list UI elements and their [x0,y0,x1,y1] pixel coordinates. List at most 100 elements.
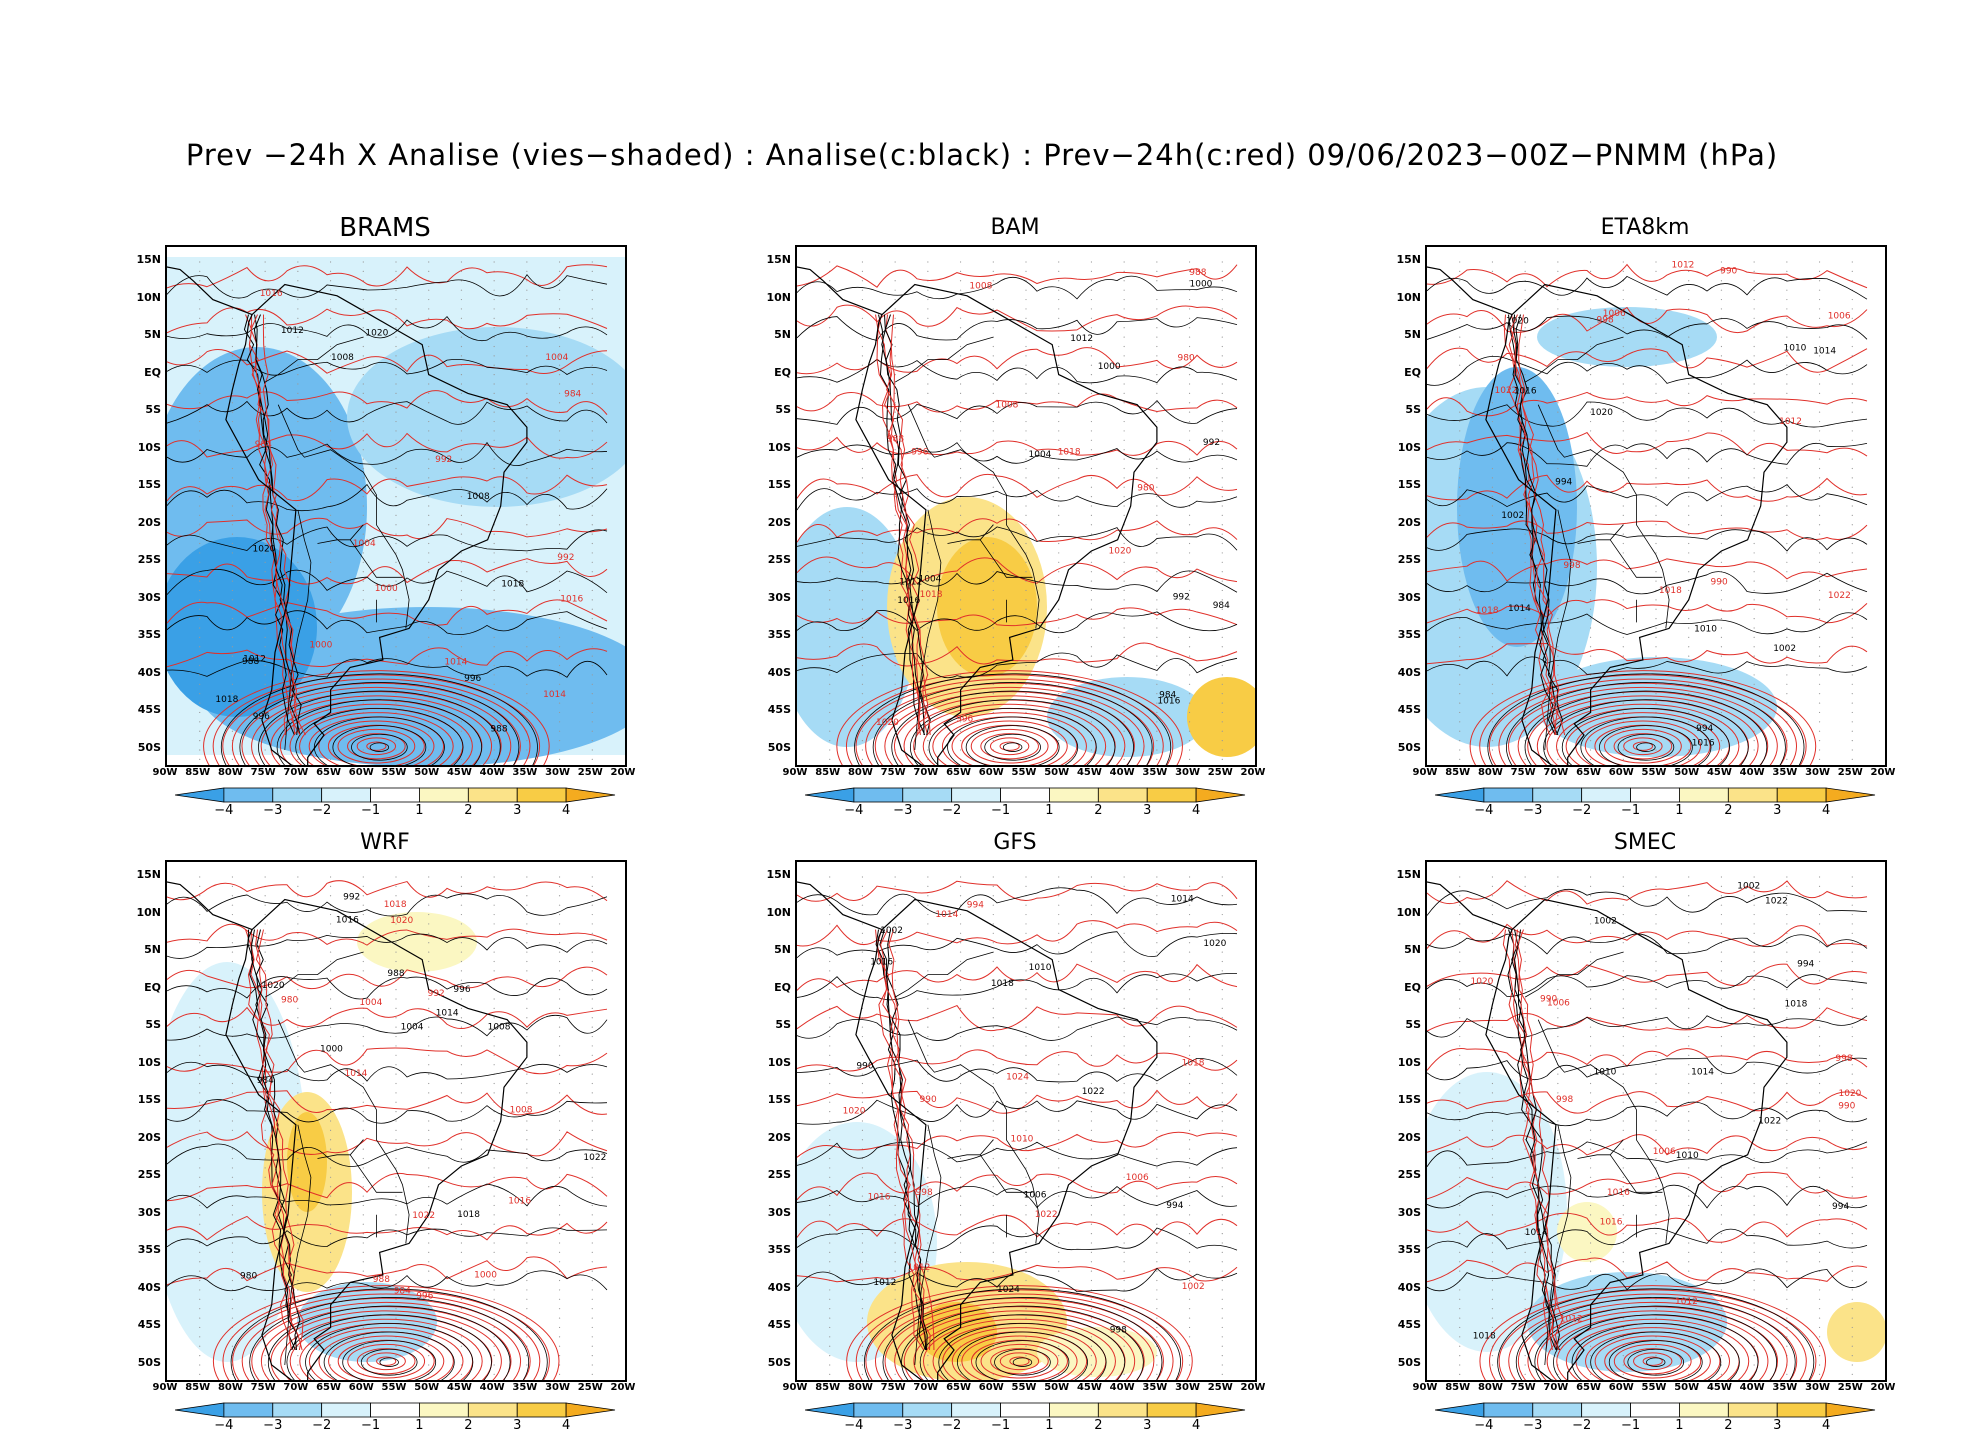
lon-tick-label: 25W [1837,1382,1863,1393]
lat-tick-label: 5N [1404,943,1421,957]
contour-label: 988 [387,969,404,979]
contour-label: 998 [1597,315,1614,325]
lat-tick-label: 40S [137,665,161,679]
lat-tick-label: 35S [1397,628,1421,642]
lon-tick-label: 80W [847,767,873,778]
contour-label: 1018 [1476,606,1499,616]
grid-dots [829,261,1223,760]
lat-tick-label: 30S [767,1205,791,1219]
colorbar-segment [1195,787,1246,803]
colorbar-label: 3 [513,1418,522,1433]
contour-label: 1010 [1694,625,1717,635]
map-frame: 1016 1018 1012 1020 1004 1008 1000 996 992 988 984… [795,245,1257,767]
contour-label: 998 [1110,1326,1127,1336]
lon-tick-label: 90W [1412,1382,1438,1393]
lon-tick-label: 25W [577,1382,603,1393]
colorbar-label: 1 [1045,1418,1054,1433]
contour-label: 1014 [935,910,958,920]
lat-tick-label: 10N [1396,290,1421,304]
colorbar-segment [1825,1402,1876,1418]
contour-label: 984 [255,440,272,450]
lat-tick-label: 10N [136,290,161,304]
grid-dots [1459,876,1853,1375]
panel-title: ETA8km [1600,215,1690,240]
lat-tick-label: EQ [1404,365,1421,379]
lon-tick-label: 40W [1109,767,1135,778]
lon-tick-label: 80W [1477,767,1503,778]
contour-label: 1008 [331,353,354,363]
colorbar-segment [516,787,567,803]
lon-tick-label: 55W [1011,767,1037,778]
map-frame: 1016 1018 1012 1014 1020 1022 1024 1010 1006 1002… [795,860,1257,1382]
colorbar-segment [1776,787,1827,803]
colorbar-segment [174,787,225,803]
contour-label: 1020 [1839,1089,1862,1099]
contour-label: 1018 [501,579,524,589]
colorbar-label: 3 [513,803,522,818]
lon-tick-label: 35W [512,767,538,778]
lon-tick-label: 70W [283,1382,309,1393]
lon-tick-label: 20W [1870,1382,1896,1393]
colorbar-segment [1679,787,1729,803]
lat-tick-label: 45S [1397,703,1421,717]
colorbar-label: 2 [464,1418,473,1433]
lat-tick-label: EQ [144,365,161,379]
lat-tick-label: 15N [136,253,161,266]
lon-tick-label: 50W [1674,767,1700,778]
lat-tick-label: 25S [767,553,791,567]
colorbar-label: 4 [1821,1418,1831,1433]
contour-label: 992 [343,892,360,902]
contour-label: 992 [1203,438,1220,448]
contour-label: 984 [394,1286,411,1296]
colorbar-label: −1 [1620,803,1641,818]
contour-label: 1002 [880,926,903,936]
lat-tick-label: 25S [1397,1168,1421,1182]
contour-label: 1006 [1024,1191,1047,1201]
contour-label: 1014 [543,690,566,700]
lon-tick-label: 70W [1543,767,1569,778]
contour-label: 1018 [1182,1059,1205,1069]
coastline [167,881,528,1380]
colorbar-segment [467,1402,518,1418]
lat-tick-label: 15N [136,868,161,881]
lon-tick-label: 60W [1608,767,1634,778]
colorbar-segment [1630,1402,1680,1418]
contour-label: 1014 [444,657,467,667]
contour-label: 1022 [1765,897,1788,907]
contour-label: 1002 [1737,881,1760,891]
contour-label: 992 [1173,593,1190,603]
colorbar-segment [902,787,953,803]
contour-label: 1008 [467,492,490,502]
contour-label: 1020 [1590,408,1613,418]
contour-label: 1020 [365,329,388,339]
map-svg: 1016 1018 1014 1022 1020 1008 1004 1000 996 992 98… [167,876,608,1380]
contour-label: 1016 [336,916,359,926]
colorbar-label: −4 [844,1418,864,1433]
contour-label: 1020 [1506,316,1529,326]
lon-tick-label: 75W [880,1382,906,1393]
lon-tick-label: 90W [152,1382,178,1393]
lon-tick-label: 40W [1739,767,1765,778]
contour-label: 1020 [1109,547,1132,557]
contour-label: 1022 [1082,1087,1105,1097]
lon-tick-label: 65W [316,767,342,778]
lon-tick-label: 75W [250,1382,276,1393]
contour-label: 984 [564,389,581,399]
contour-label: 984 [1159,690,1176,700]
colorbar-segment [902,1402,953,1418]
isobars [797,264,1238,765]
contour-label: 988 [490,725,507,735]
contour-label: 988 [1189,268,1206,278]
contour-label: 1010 [1011,1134,1034,1144]
lon-tick-label: 20W [610,1382,636,1393]
coastline [797,266,1158,765]
contour-label: 1012 [1675,1297,1698,1307]
lat-tick-label: 25S [1397,553,1421,567]
contour-label: 1018 [991,979,1014,989]
contour-label: 994 [1832,1202,1849,1212]
contour-label: 1014 [1525,1228,1548,1238]
map-svg: 1018101610141020102210121010100610029989… [1427,876,1885,1380]
lon-tick-label: 20W [1240,1382,1266,1393]
colorbar-label: −1 [360,803,381,818]
lat-tick-label: 45S [137,1318,161,1332]
